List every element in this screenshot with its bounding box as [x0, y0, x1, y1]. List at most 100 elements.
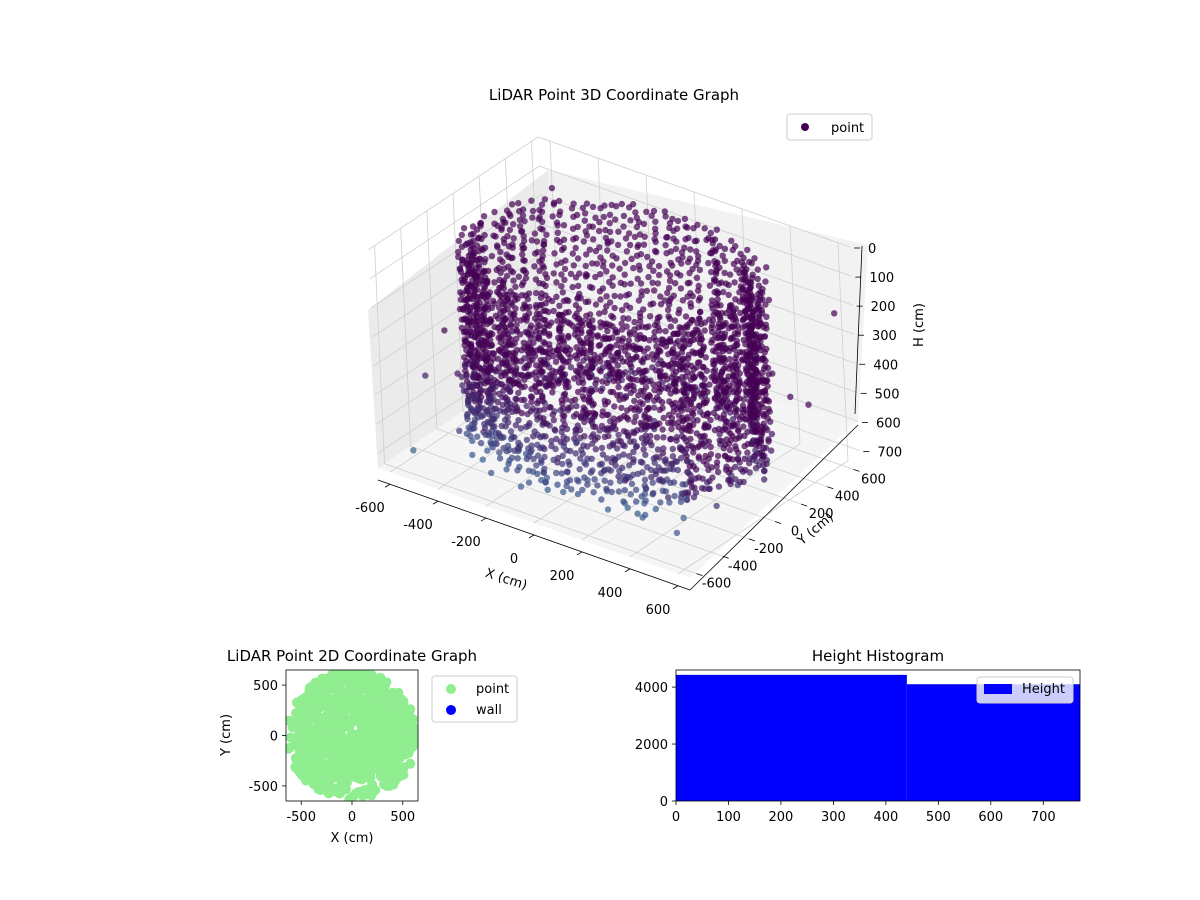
point-3d [591, 411, 599, 418]
point-3d [667, 248, 675, 255]
point-3d [636, 399, 644, 406]
point-3d [740, 423, 747, 430]
point-3d [657, 367, 664, 374]
x-tick-3d [576, 551, 583, 556]
point-3d [764, 396, 771, 404]
point-3d [585, 318, 592, 325]
point-3d [638, 357, 645, 364]
point-3d [550, 270, 557, 277]
point-3d [714, 296, 721, 303]
point-3d [649, 491, 656, 498]
point-3d [699, 433, 706, 440]
point-3d [490, 389, 497, 397]
point-3d [466, 318, 473, 326]
point-3d [687, 300, 694, 307]
point-3d [750, 377, 757, 384]
point-3d [456, 427, 463, 434]
point-3d [739, 284, 746, 292]
point-3d [528, 385, 535, 393]
point-3d [602, 323, 610, 330]
point-3d [541, 445, 548, 453]
point-3d [545, 308, 552, 316]
point-3d [550, 201, 558, 208]
point-2d [407, 719, 417, 730]
point-3d [531, 428, 538, 435]
point-2d [370, 785, 381, 796]
point-3d [679, 481, 686, 488]
point-3d [580, 408, 587, 415]
point-3d [639, 459, 646, 466]
point-3d [690, 449, 697, 456]
point-3d [575, 478, 582, 485]
point-3d [641, 393, 648, 400]
x-tick-3d [384, 483, 391, 488]
point-3d [651, 386, 658, 394]
point-3d [609, 262, 616, 269]
point-3d [583, 312, 590, 319]
point-3d [525, 340, 532, 347]
point-3d [610, 415, 617, 422]
legend-3d-box [786, 113, 873, 141]
y-tick-label-hist: 0 [660, 795, 668, 810]
x-tick-label-hist: 400 [873, 810, 898, 825]
point-3d [750, 453, 758, 460]
point-3d [534, 452, 542, 459]
point-3d [620, 428, 628, 435]
point-3d [741, 455, 748, 462]
point-3d [527, 393, 535, 400]
point-3d [634, 376, 641, 384]
point-3d [648, 442, 655, 449]
point-3d [650, 455, 657, 462]
point-3d [523, 436, 531, 444]
point-3d [707, 443, 714, 451]
point-3d [491, 423, 498, 430]
point-3d [510, 291, 517, 298]
point-3d [470, 362, 477, 370]
point-3d [484, 280, 491, 287]
point-3d [664, 338, 671, 346]
point-3d [579, 386, 587, 393]
point-3d [560, 373, 567, 380]
point-3d [751, 345, 759, 352]
point-3d [687, 479, 695, 487]
point-3d [632, 486, 640, 493]
point-3d [615, 228, 622, 235]
point-3d [553, 236, 561, 244]
point-3d [673, 375, 680, 382]
y-tick-label-3d: 200 [809, 507, 834, 522]
point-3d [669, 460, 676, 467]
point-3d [634, 470, 642, 477]
point-2d [352, 747, 363, 758]
point-3d [460, 387, 468, 395]
point-3d [663, 234, 670, 241]
point-3d [653, 343, 660, 350]
x-tick-label-2d: -500 [286, 810, 316, 825]
point-3d [703, 397, 711, 404]
point-3d [491, 279, 498, 286]
point-3d [488, 318, 495, 325]
point-3d [631, 418, 638, 425]
point-3d [550, 307, 557, 315]
legend-3d-label: point [831, 121, 864, 136]
point-3d [650, 404, 658, 411]
point-3d [473, 226, 481, 233]
point-3d [675, 330, 682, 337]
point-3d [539, 397, 547, 405]
point-3d [703, 367, 710, 374]
point-3d [636, 345, 643, 352]
point-3d [496, 449, 503, 456]
point-3d [501, 344, 509, 351]
point-3d [517, 331, 524, 338]
point-3d [755, 401, 762, 408]
point-3d [744, 358, 751, 366]
point-3d [464, 295, 472, 302]
point-3d [542, 271, 549, 278]
point-3d [616, 391, 624, 399]
point-3d [735, 376, 743, 383]
point-3d [660, 414, 667, 422]
point-3d [525, 362, 532, 369]
chart-3d-title: LiDAR Point 3D Coordinate Graph [489, 86, 739, 104]
point-3d [672, 245, 680, 253]
x-axis-label-2d: X (cm) [331, 831, 374, 846]
point-3d [556, 327, 563, 335]
